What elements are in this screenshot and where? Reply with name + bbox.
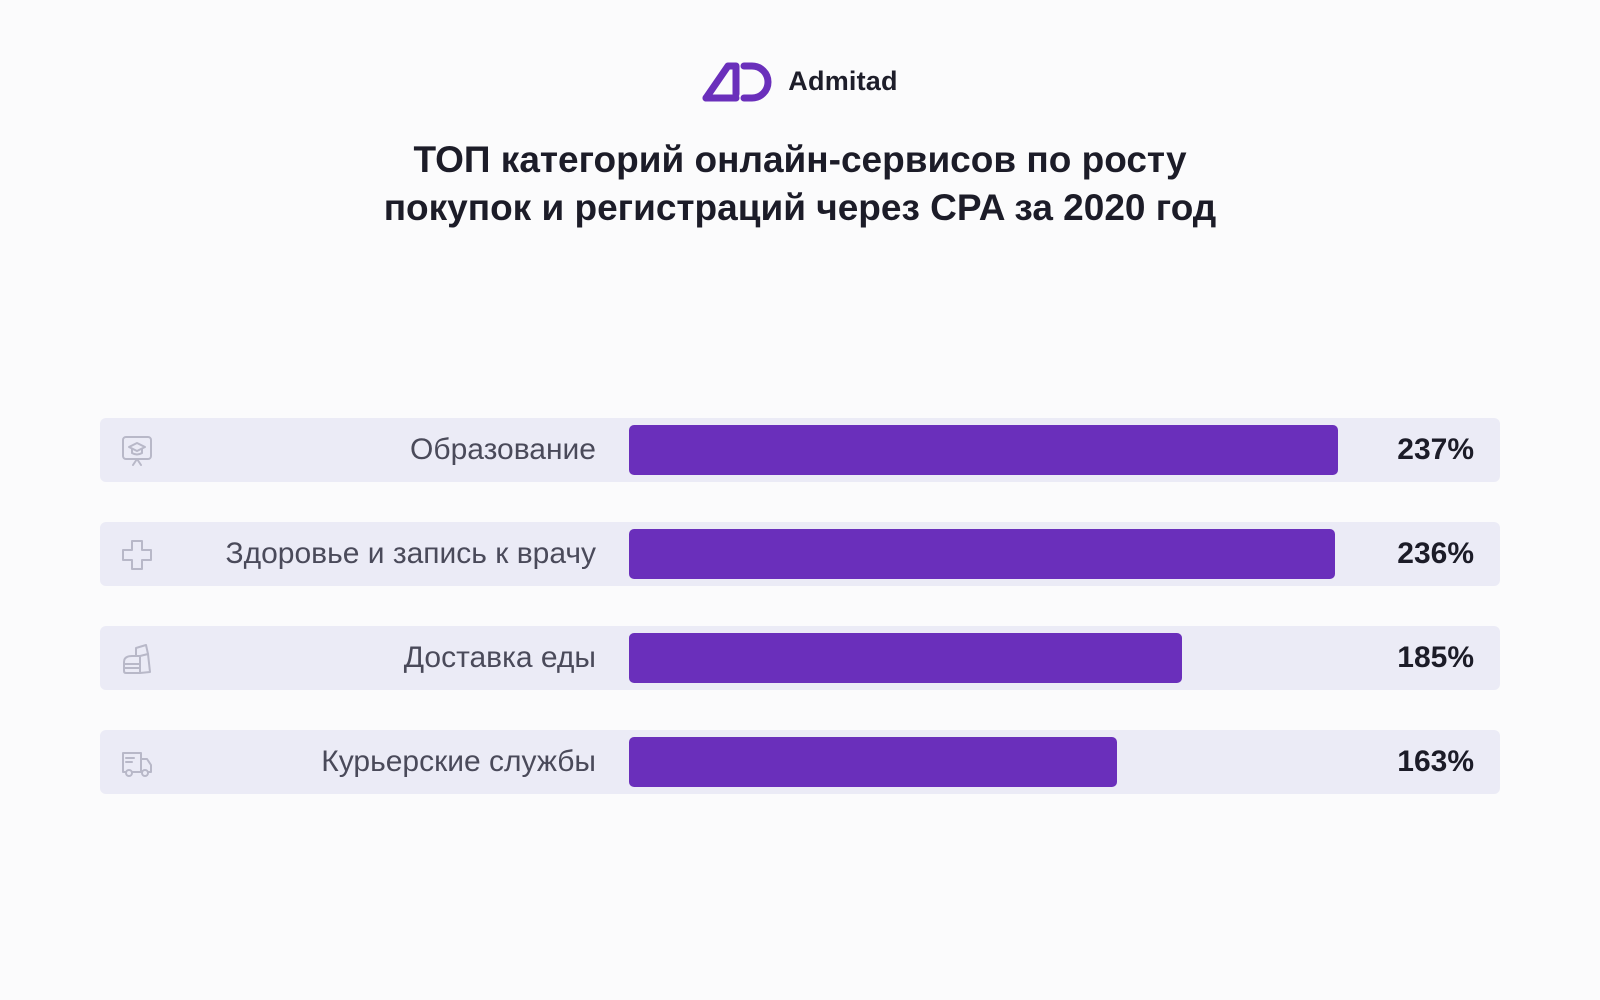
food-delivery-icon: [120, 642, 154, 676]
category-label: Образование: [410, 433, 596, 466]
brand-logo: Admitad: [0, 60, 1600, 102]
chart-title-line-1: ТОП категорий онлайн-сервисов по росту: [413, 139, 1187, 180]
chart-title: ТОП категорий онлайн-сервисов по росту п…: [0, 136, 1600, 232]
bar-row: Доставка еды 185%: [100, 626, 1500, 690]
bar: [629, 737, 1117, 787]
bar-track: [629, 425, 1353, 475]
delivery-truck-icon: [120, 746, 154, 780]
category-label: Курьерские службы: [321, 745, 596, 778]
chart-title-line-2: покупок и регистраций через CPA за 2020 …: [383, 187, 1217, 228]
bar-row: Курьерские службы 163%: [100, 730, 1500, 794]
bar-row: Образование 237%: [100, 418, 1500, 482]
value-label: 236%: [1397, 537, 1474, 570]
category-label: Здоровье и запись к врачу: [225, 537, 596, 570]
value-label: 237%: [1397, 433, 1474, 466]
value-label: 163%: [1397, 745, 1474, 778]
brand-name: Admitad: [788, 65, 898, 96]
bar-chart: Образование 237% Здоровье и запись к врачу…: [100, 418, 1500, 834]
health-cross-icon: [120, 538, 154, 572]
value-label: 185%: [1397, 641, 1474, 674]
admitad-logo-icon: [702, 60, 774, 102]
bar-row: Здоровье и запись к врачу 236%: [100, 522, 1500, 586]
bar-track: [629, 633, 1353, 683]
bar-track: [629, 737, 1353, 787]
bar: [629, 529, 1335, 579]
category-label: Доставка еды: [403, 641, 596, 674]
bar: [629, 633, 1182, 683]
bar-track: [629, 529, 1353, 579]
education-icon: [120, 434, 154, 468]
bar: [629, 425, 1338, 475]
